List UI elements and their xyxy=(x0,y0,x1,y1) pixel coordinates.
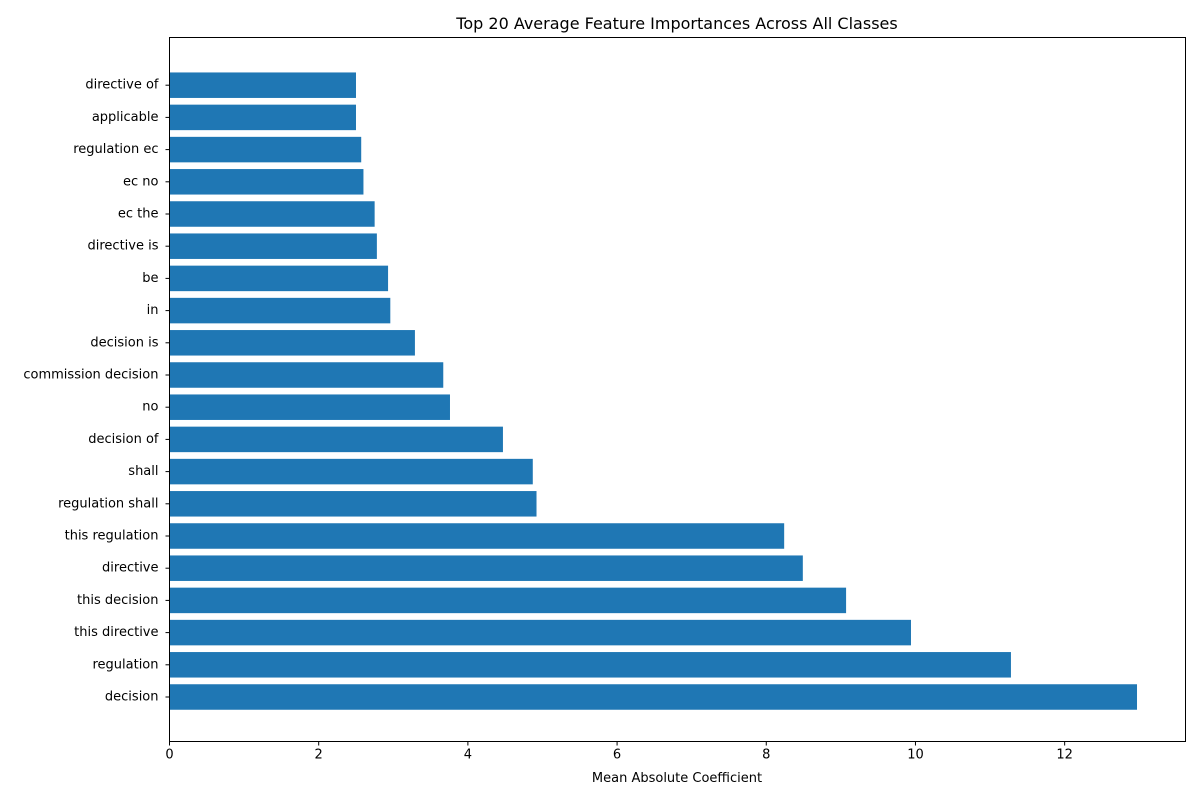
bar-1 xyxy=(169,652,1011,678)
y-tick-label: directive is xyxy=(88,239,159,254)
bar-5 xyxy=(169,523,785,549)
bar-2 xyxy=(169,619,911,646)
chart-title: Top 20 Average Feature Importances Acros… xyxy=(455,14,897,33)
y-tick-label: this regulation xyxy=(65,529,159,544)
x-tick-label: 0 xyxy=(165,748,173,763)
x-tick-label: 2 xyxy=(315,748,323,763)
y-tick-label: regulation shall xyxy=(58,496,158,511)
bar-7 xyxy=(169,458,533,485)
bar-10 xyxy=(169,362,444,388)
bar-14 xyxy=(169,233,377,259)
bar-4 xyxy=(169,555,803,581)
x-axis-label: Mean Absolute Coefficient xyxy=(592,771,762,786)
y-tick-label: ec no xyxy=(123,174,159,189)
bar-15 xyxy=(169,201,375,227)
y-tick-label: in xyxy=(147,303,159,318)
y-tick-label: decision of xyxy=(88,432,159,447)
bar-11 xyxy=(169,330,415,356)
bar-18 xyxy=(169,104,356,131)
y-tick-label: applicable xyxy=(92,110,159,125)
plot-frame xyxy=(169,37,1186,742)
bar-6 xyxy=(169,491,537,517)
y-tick-label: regulation xyxy=(92,657,158,672)
y-tick-label: be xyxy=(142,271,158,286)
y-tick-layer: decision regulation this directive this dec… xyxy=(23,78,170,705)
y-tick-label: no xyxy=(142,400,158,415)
y-tick-label: ec the xyxy=(118,207,159,222)
x-tick-label: 6 xyxy=(613,748,621,763)
bar-8 xyxy=(169,426,503,453)
bars-layer xyxy=(169,72,1138,710)
y-tick-label: this directive xyxy=(74,625,158,640)
x-tick-label: 8 xyxy=(762,748,770,763)
x-tick-label: 10 xyxy=(907,748,924,763)
y-tick-label: decision xyxy=(105,690,159,705)
x-tick-label: 4 xyxy=(464,748,472,763)
bar-3 xyxy=(169,587,847,614)
bar-16 xyxy=(169,169,364,195)
y-tick-label: this decision xyxy=(77,593,158,608)
bar-13 xyxy=(169,265,389,292)
bar-9 xyxy=(169,394,450,420)
y-tick-label: shall xyxy=(128,464,158,479)
bar-17 xyxy=(169,136,362,163)
bar-12 xyxy=(169,297,391,324)
bar-19 xyxy=(169,72,356,98)
bar-0 xyxy=(169,684,1138,710)
y-tick-label: regulation ec xyxy=(73,142,158,157)
x-tick-label: 12 xyxy=(1056,748,1073,763)
y-tick-label: directive of xyxy=(85,78,159,93)
x-tick-layer: 0 2 4 6 8 10 12 xyxy=(165,741,1073,763)
y-tick-label: directive xyxy=(102,561,158,576)
y-tick-label: decision is xyxy=(90,335,158,350)
y-tick-label: commission decision xyxy=(23,368,158,383)
